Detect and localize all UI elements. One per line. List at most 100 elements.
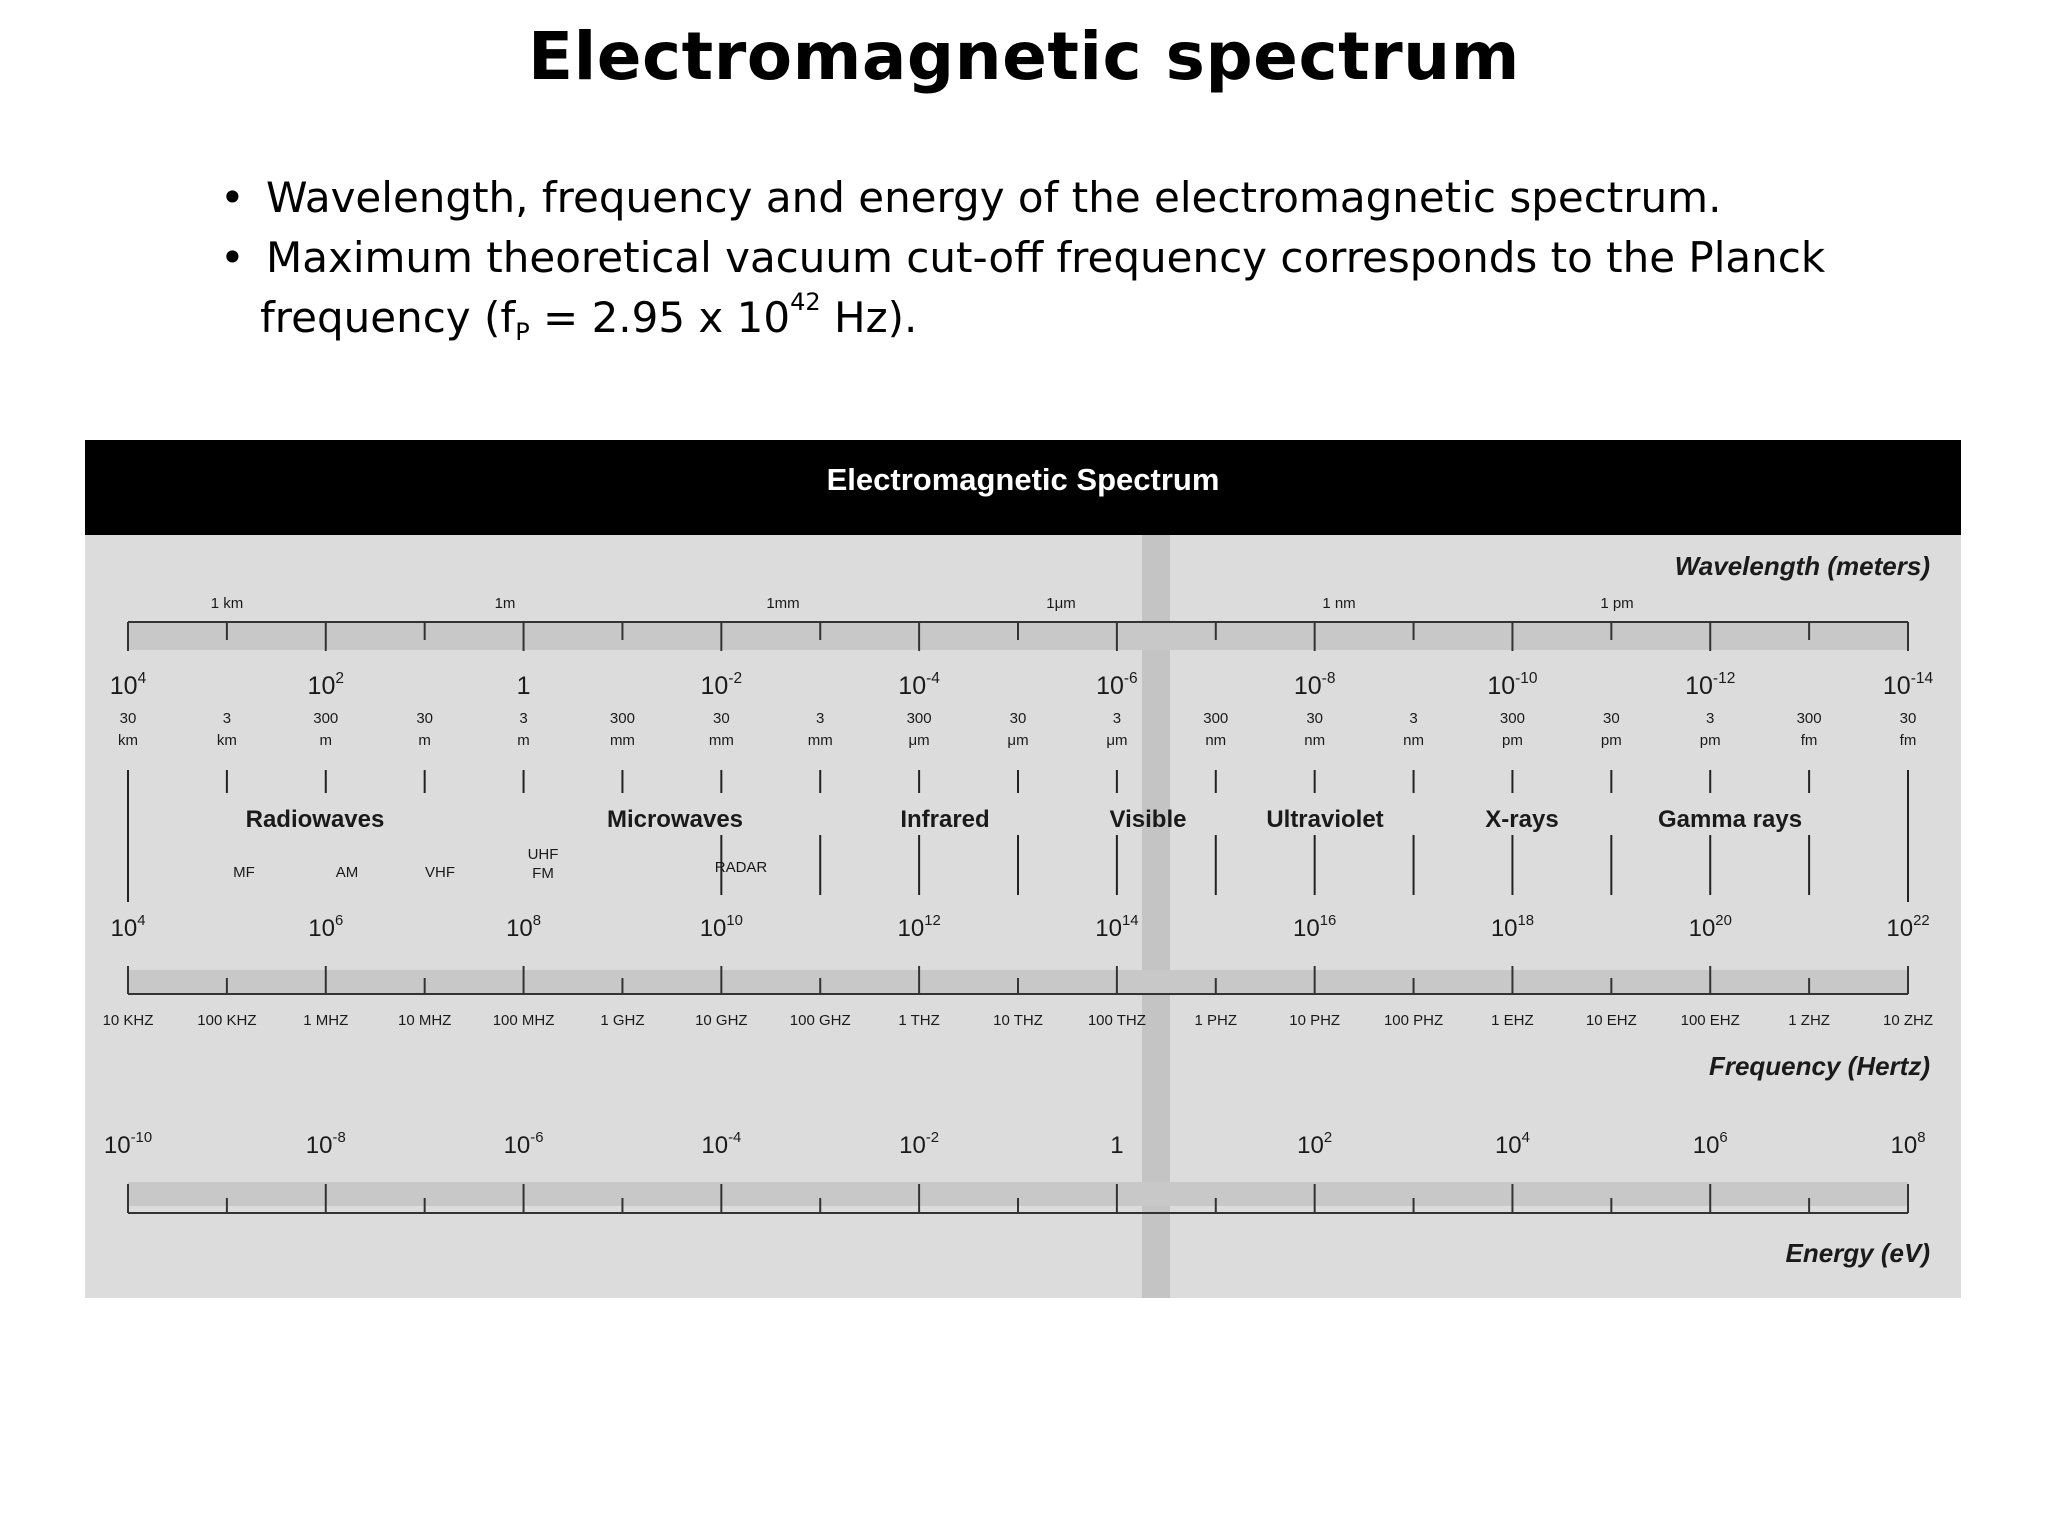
- sub-band-label: VHF: [425, 864, 455, 881]
- wavelength-power-label: 10-2: [701, 670, 743, 700]
- frequency-power-label: 1016: [1293, 913, 1336, 942]
- spectrum-figure: Electromagnetic Spectrum Wavelength (met…: [85, 440, 1961, 1298]
- wavelength-value-number: 30: [713, 710, 730, 727]
- slide-title: Electromagnetic spectrum: [528, 18, 1520, 95]
- wavelength-value-unit: nm: [1304, 732, 1325, 749]
- wavelength-value-number: 300: [1500, 710, 1525, 727]
- bullet-text-2: Maximum theoretical vacuum cut-off frequ…: [266, 233, 1826, 282]
- frequency-label: 1 GHZ: [600, 1012, 644, 1029]
- frequency-label: 10 KHZ: [103, 1012, 154, 1029]
- wavelength-unit-label: 1m: [495, 595, 516, 612]
- wavelength-value-number: 300: [1797, 710, 1822, 727]
- wavelength-value-number: 30: [120, 710, 137, 727]
- sub-band-label: UHF: [528, 846, 559, 863]
- wavelength-unit-label: 1 km: [211, 595, 244, 612]
- energy-power-label: 10-2: [899, 1130, 939, 1159]
- sub-band-label: FM: [532, 865, 554, 882]
- frequency-power-label: 1022: [1886, 913, 1929, 942]
- wavelength-value-unit: fm: [1900, 732, 1917, 749]
- wavelength-unit-label: 1mm: [766, 595, 799, 612]
- wavelength-power-label: 10-12: [1685, 670, 1735, 700]
- energy-power-label: 10-4: [701, 1130, 741, 1159]
- wavelength-value-unit: μm: [1106, 732, 1127, 749]
- frequency-label: 1 THZ: [898, 1012, 939, 1029]
- planck-suffix: Hz).: [820, 293, 918, 342]
- band-label: Infrared: [900, 806, 989, 833]
- figure-header: Electromagnetic Spectrum: [85, 440, 1961, 535]
- wavelength-value-unit: mm: [709, 732, 734, 749]
- wavelength-power-label: 10-4: [898, 670, 940, 700]
- wavelength-value-number: 300: [1203, 710, 1228, 727]
- wavelength-value-unit: m: [517, 732, 530, 749]
- energy-power-label: 102: [1297, 1130, 1332, 1159]
- sub-band-label: RADAR: [715, 859, 768, 876]
- frequency-power-label: 1012: [897, 913, 940, 942]
- bullet-list: • Wavelength, frequency and energy of the…: [220, 168, 1920, 362]
- energy-power-label: 104: [1495, 1130, 1530, 1159]
- wavelength-value-number: 300: [907, 710, 932, 727]
- bullet-item-2-continuation: frequency (fP = 2.95 x 1042 Hz).: [220, 288, 1920, 362]
- energy-power-label: 10-6: [504, 1130, 544, 1159]
- frequency-power-label: 106: [308, 913, 343, 942]
- frequency-label: 10 GHZ: [695, 1012, 748, 1029]
- frequency-power-label: 1010: [700, 913, 743, 942]
- wavelength-axis-title: Wavelength (meters): [1675, 551, 1930, 581]
- wavelength-value-unit: μm: [909, 732, 930, 749]
- wavelength-value-unit: m: [320, 732, 333, 749]
- bullet-dot: •: [220, 173, 245, 222]
- energy-power-label: 10-8: [306, 1130, 346, 1159]
- frequency-power-label: 1018: [1491, 913, 1534, 942]
- wavelength-value-number: 3: [816, 710, 824, 727]
- frequency-label: 100 EHZ: [1681, 1012, 1740, 1029]
- planck-mid: = 2.95 x 10: [529, 293, 791, 342]
- frequency-label: 100 KHZ: [197, 1012, 256, 1029]
- frequency-label: 100 MHZ: [493, 1012, 555, 1029]
- bullet-item-1: • Wavelength, frequency and energy of the…: [220, 168, 1920, 228]
- wavelength-unit-label: 1 nm: [1322, 595, 1355, 612]
- wavelength-unit-label: 1 pm: [1600, 595, 1633, 612]
- band-label: Visible: [1110, 806, 1187, 833]
- energy-power-label: 10-10: [104, 1130, 152, 1159]
- wavelength-value-number: 30: [1900, 710, 1917, 727]
- frequency-label: 10 MHZ: [398, 1012, 451, 1029]
- wavelength-value-unit: nm: [1205, 732, 1226, 749]
- planck-prefix: frequency (f: [260, 293, 516, 342]
- frequency-label: 10 ZHZ: [1883, 1012, 1933, 1029]
- wavelength-value-number: 30: [1010, 710, 1027, 727]
- wavelength-value-unit: nm: [1403, 732, 1424, 749]
- frequency-power-label: 104: [111, 913, 146, 942]
- frequency-label: 100 PHZ: [1384, 1012, 1443, 1029]
- wavelength-value-number: 30: [1603, 710, 1620, 727]
- wavelength-value-unit: m: [418, 732, 431, 749]
- wavelength-value-unit: pm: [1700, 732, 1721, 749]
- bullet-item-2: • Maximum theoretical vacuum cut-off freq…: [220, 228, 1920, 288]
- wavelength-value-number: 300: [610, 710, 635, 727]
- frequency-label: 1 EHZ: [1491, 1012, 1534, 1029]
- energy-power-label: 1: [1110, 1132, 1123, 1159]
- frequency-label: 1 PHZ: [1195, 1012, 1238, 1029]
- spectrum-diagram: Wavelength (meters)1 km 1m 1mm 1μm 1 nm 1 pm1…: [103, 535, 1934, 1298]
- frequency-power-label: 1020: [1689, 913, 1732, 942]
- sub-band-label: AM: [336, 864, 359, 881]
- frequency-label: 1 ZHZ: [1788, 1012, 1830, 1029]
- wavelength-power-label: 10-14: [1883, 670, 1934, 700]
- frequency-label: 100 THZ: [1088, 1012, 1146, 1029]
- figure-title: Electromagnetic Spectrum: [826, 462, 1220, 497]
- bullet-text-1: Wavelength, frequency and energy of the …: [266, 173, 1722, 222]
- wavelength-value-unit: μm: [1007, 732, 1028, 749]
- wavelength-value-unit: pm: [1601, 732, 1622, 749]
- wavelength-value-unit: mm: [610, 732, 635, 749]
- wavelength-power-label: 1: [517, 672, 531, 700]
- wavelength-power-label: 104: [110, 670, 147, 700]
- band-label: Gamma rays: [1658, 806, 1802, 833]
- wavelength-value-unit: mm: [808, 732, 833, 749]
- planck-exponent: 42: [790, 288, 821, 316]
- sub-band-label: MF: [233, 864, 255, 881]
- bullet-dot: •: [220, 233, 245, 282]
- wavelength-value-number: 3: [1113, 710, 1121, 727]
- wavelength-value-unit: km: [217, 732, 237, 749]
- wavelength-value-number: 3: [1409, 710, 1417, 727]
- frequency-label: 100 GHZ: [790, 1012, 851, 1029]
- wavelength-unit-label: 1μm: [1046, 595, 1075, 612]
- wavelength-value-number: 3: [223, 710, 231, 727]
